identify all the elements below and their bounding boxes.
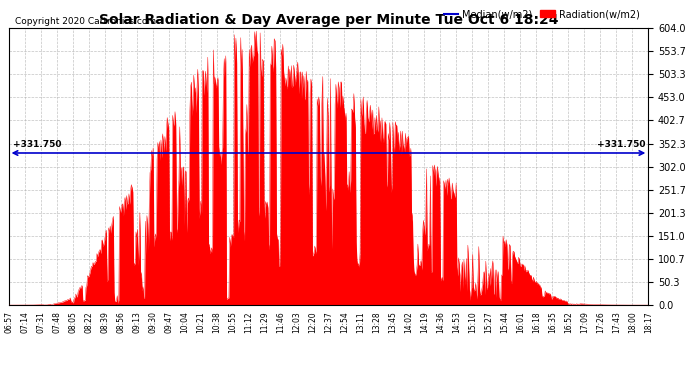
Text: Copyright 2020 Cartronics.com: Copyright 2020 Cartronics.com [15, 17, 156, 26]
Text: +331.750: +331.750 [597, 140, 645, 149]
Title: Solar Radiation & Day Average per Minute Tue Oct 6 18:24: Solar Radiation & Day Average per Minute… [99, 13, 558, 27]
Text: +331.750: +331.750 [14, 140, 62, 149]
Legend: Median(w/m2), Radiation(w/m2): Median(w/m2), Radiation(w/m2) [440, 5, 643, 23]
